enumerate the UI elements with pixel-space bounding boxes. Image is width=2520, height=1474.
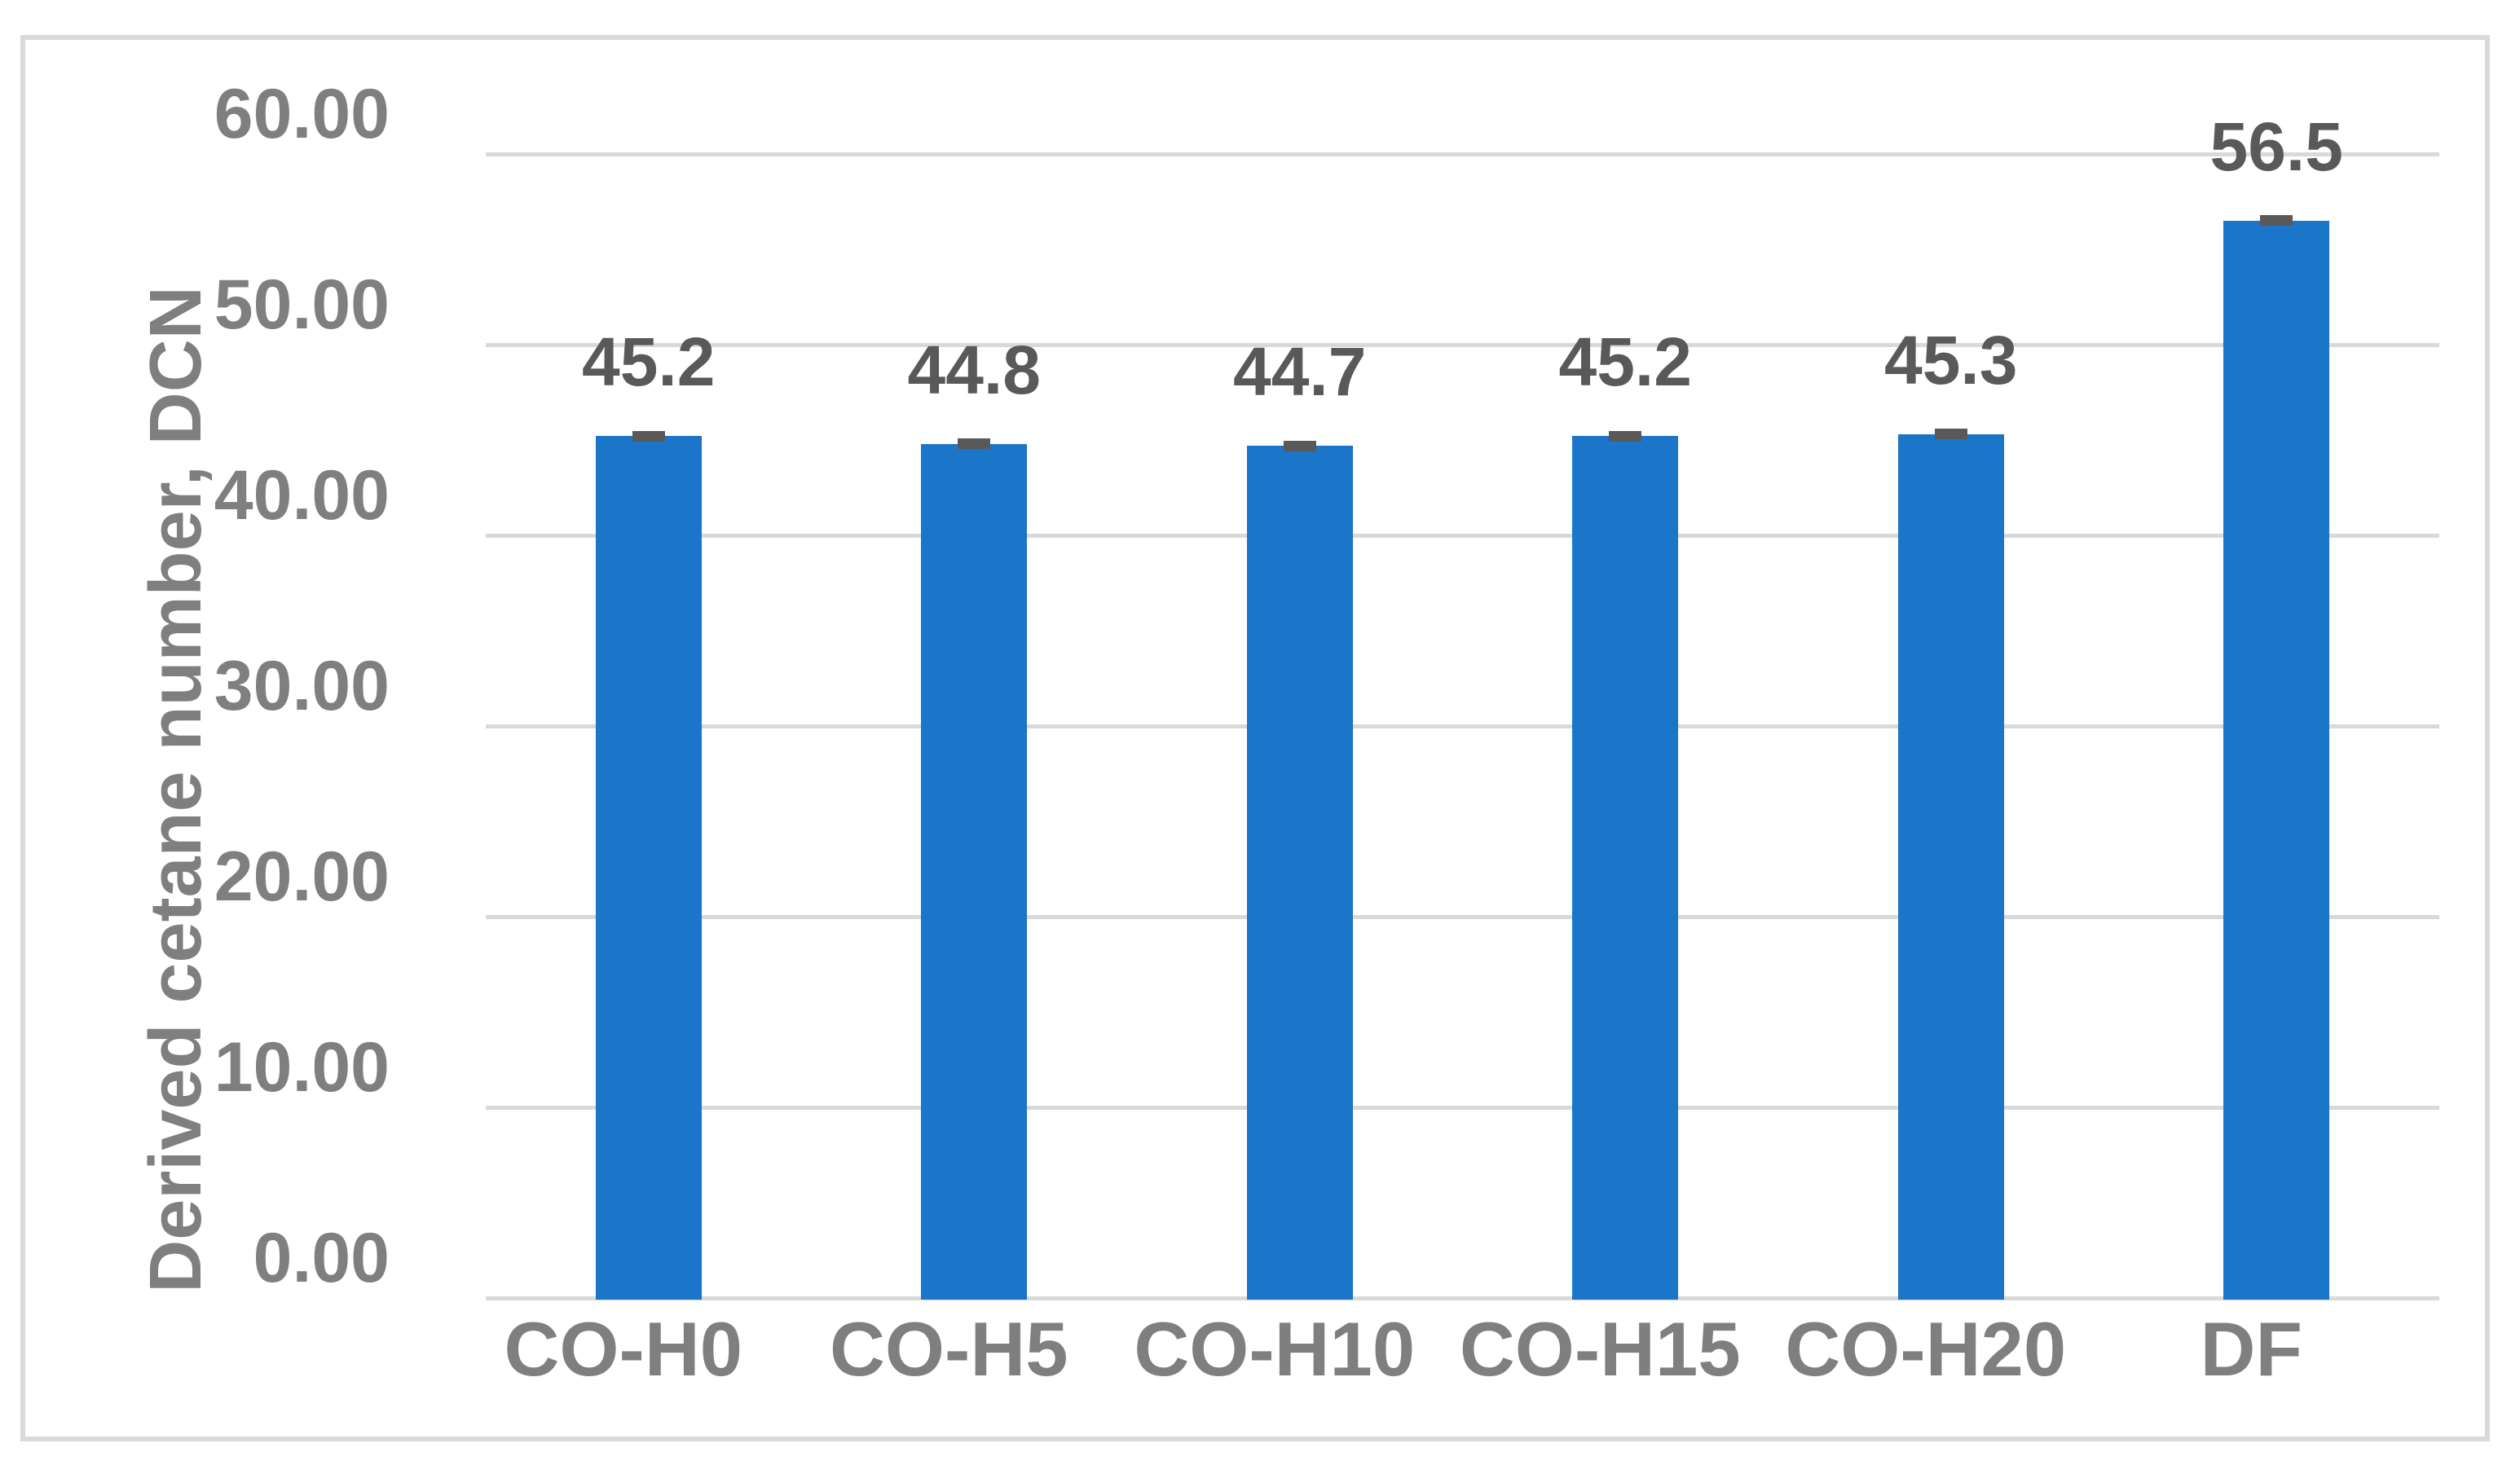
y-tick-label: 0.00 (253, 1219, 390, 1297)
error-bar-cap (632, 430, 665, 442)
bar-value-label: 56.5 (2209, 108, 2344, 185)
bar-DF (2223, 220, 2330, 1300)
bar-CO-H15 (1572, 436, 1679, 1300)
gridline (486, 1296, 2439, 1300)
y-tick-label: 10.00 (214, 1028, 390, 1107)
x-axis-label-CO-H10: CO-H10 (1134, 1306, 1416, 1392)
bar-CO-H0 (595, 436, 702, 1300)
error-bar-cap (1934, 429, 1967, 440)
y-tick-label: 30.00 (214, 647, 390, 725)
gridline (486, 1106, 2439, 1110)
chart-frame: Derived cetane number, DCN 0.00 10.00 20.0… (20, 35, 2490, 1441)
gridline (486, 152, 2439, 156)
gridline (486, 343, 2439, 347)
gridline (486, 534, 2439, 538)
gridline (486, 724, 2439, 728)
bar-value-label: 44.8 (907, 331, 1042, 408)
bar-CO-H5 (921, 443, 1028, 1300)
y-tick-label: 50.00 (214, 266, 390, 344)
error-bar-cap (958, 438, 991, 450)
y-axis-title: Derived cetane number, DCN (135, 286, 217, 1293)
bar-value-label: 45.3 (1884, 321, 2018, 398)
bar-value-label: 45.2 (582, 323, 716, 401)
bar-CO-H10 (1246, 446, 1353, 1300)
x-axis-label-CO-H5: CO-H5 (830, 1306, 1068, 1392)
x-axis-label-DF: DF (2200, 1306, 2302, 1392)
bar-value-label: 44.7 (1233, 333, 1367, 411)
x-axis-label-CO-H20: CO-H20 (1785, 1306, 2067, 1392)
y-tick-label: 60.00 (214, 75, 390, 153)
y-tick-label: 20.00 (214, 838, 390, 916)
x-axis-label-CO-H15: CO-H15 (1459, 1306, 1741, 1392)
error-bar-cap (1609, 430, 1642, 442)
x-axis-label-CO-H0: CO-H0 (504, 1306, 742, 1392)
gridline (486, 915, 2439, 919)
error-bar-cap (1283, 440, 1316, 451)
error-bar-cap (2260, 215, 2293, 227)
y-tick-label: 40.00 (214, 456, 390, 535)
bar-value-label: 45.2 (1558, 323, 1693, 401)
bar-CO-H20 (1897, 433, 2004, 1300)
plot-area: 45.2 44.8 44.7 45.2 45.3 56.5 (486, 108, 2439, 1300)
